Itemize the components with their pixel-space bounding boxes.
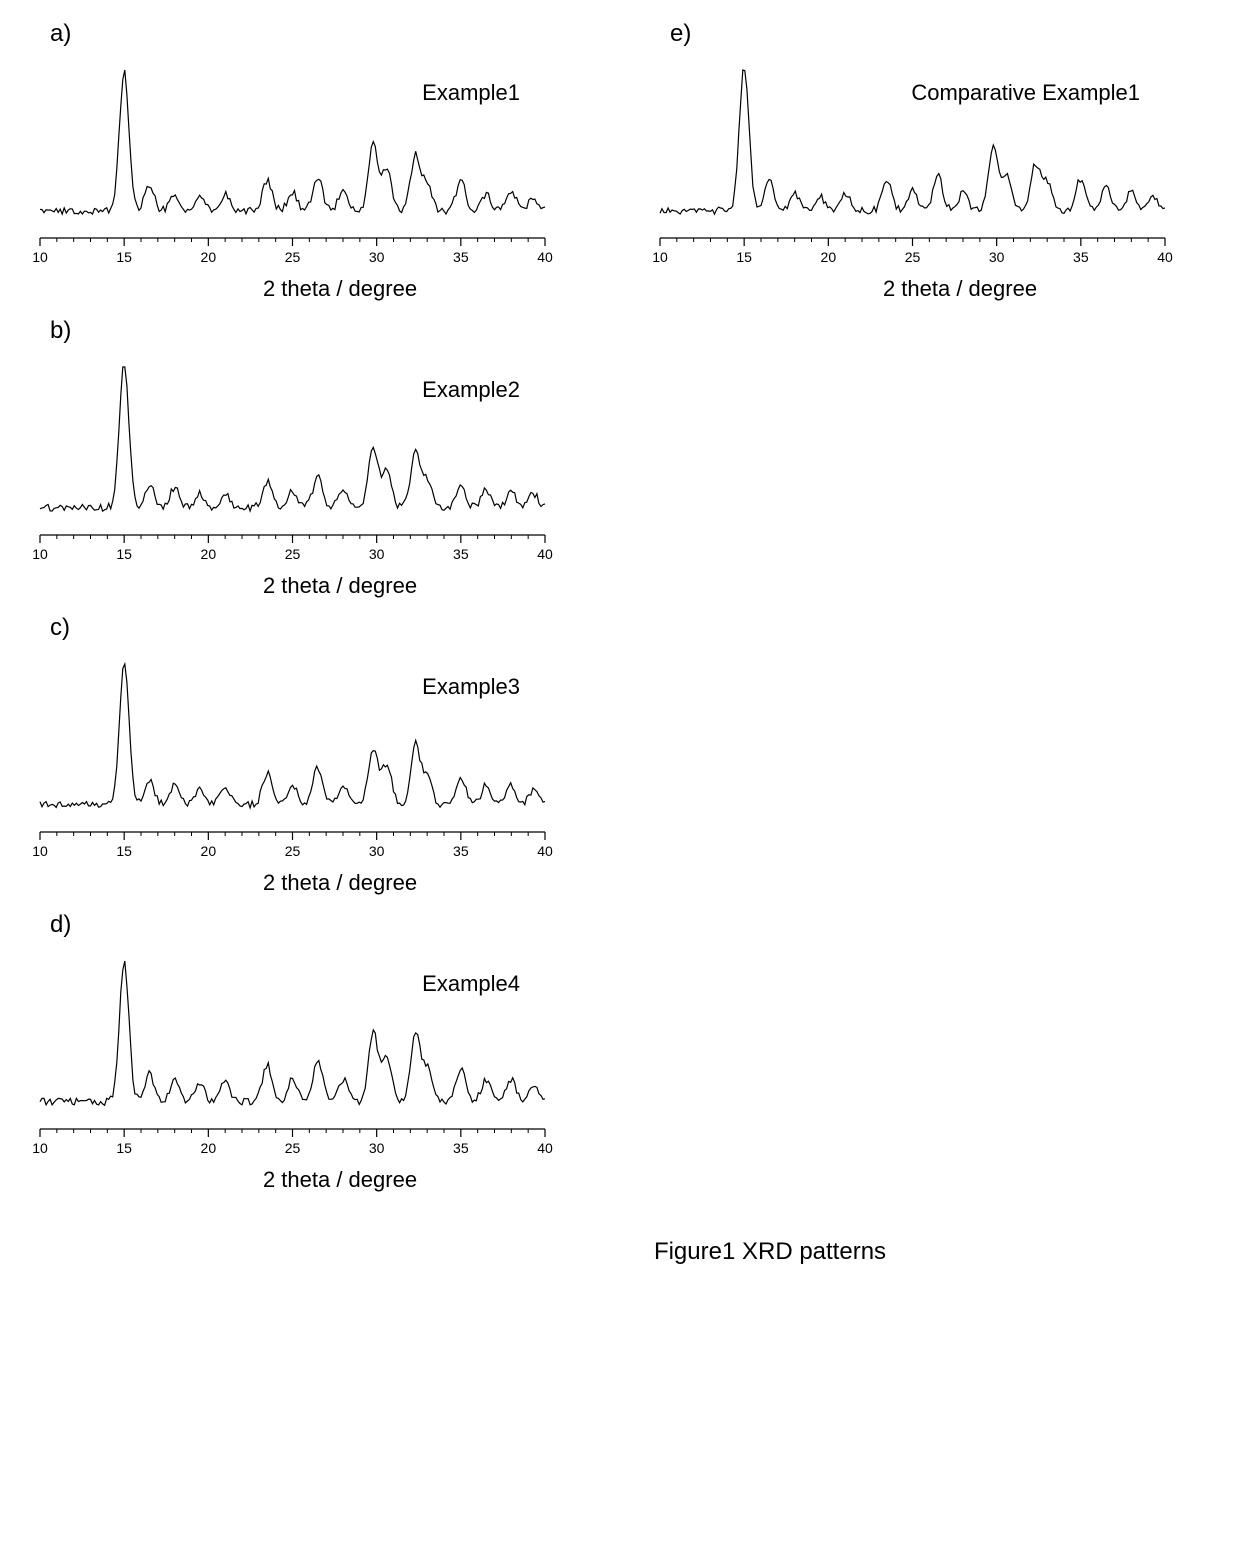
- svg-text:15: 15: [116, 843, 132, 859]
- svg-text:35: 35: [453, 249, 469, 265]
- svg-text:20: 20: [201, 546, 217, 562]
- svg-text:25: 25: [285, 843, 301, 859]
- svg-text:35: 35: [453, 1140, 469, 1156]
- left-column: a) 10 15 20 25 30 35 40 Example1 2 theta / deg…: [20, 20, 600, 1208]
- series-label: Example2: [422, 377, 520, 403]
- svg-text:30: 30: [369, 546, 385, 562]
- svg-text:30: 30: [989, 249, 1005, 265]
- series-label: Example3: [422, 674, 520, 700]
- series-label: Comparative Example1: [911, 80, 1140, 106]
- svg-text:25: 25: [285, 546, 301, 562]
- svg-text:35: 35: [453, 546, 469, 562]
- svg-text:10: 10: [32, 546, 48, 562]
- svg-text:10: 10: [32, 249, 48, 265]
- svg-text:30: 30: [369, 843, 385, 859]
- svg-text:25: 25: [285, 1140, 301, 1156]
- xrd-plot-c: 10 15 20 25 30 35 40 Example3: [20, 644, 560, 864]
- svg-text:10: 10: [32, 1140, 48, 1156]
- svg-text:30: 30: [369, 1140, 385, 1156]
- svg-text:15: 15: [116, 249, 132, 265]
- x-axis-label: 2 theta / degree: [80, 573, 600, 599]
- svg-text:20: 20: [201, 843, 217, 859]
- x-axis-label: 2 theta / degree: [80, 870, 600, 896]
- svg-text:35: 35: [1073, 249, 1089, 265]
- svg-text:35: 35: [453, 843, 469, 859]
- panel-b: b) 10 15 20 25 30 35 40 Example2 2 theta / deg…: [20, 317, 600, 599]
- xrd-plot-d: 10 15 20 25 30 35 40 Example4: [20, 941, 560, 1161]
- series-label: Example1: [422, 80, 520, 106]
- panel-letter: e): [640, 20, 1220, 48]
- svg-text:30: 30: [369, 249, 385, 265]
- svg-text:10: 10: [652, 249, 668, 265]
- panel-d: d) 10 15 20 25 30 35 40 Example4 2 theta / deg…: [20, 911, 600, 1193]
- panel-letter: c): [20, 614, 600, 642]
- xrd-plot-a: 10 15 20 25 30 35 40 Example1: [20, 50, 560, 270]
- svg-text:40: 40: [537, 843, 553, 859]
- svg-text:15: 15: [736, 249, 752, 265]
- svg-text:40: 40: [537, 546, 553, 562]
- svg-text:10: 10: [32, 843, 48, 859]
- xrd-plot-e: 10 15 20 25 30 35 40 Comparative Example1: [640, 50, 1180, 270]
- panel-letter: b): [20, 317, 600, 345]
- svg-text:20: 20: [201, 1140, 217, 1156]
- svg-text:15: 15: [116, 1140, 132, 1156]
- panel-e: e) 10 15 20 25 30 35 40 Comparative Example1 2…: [640, 20, 1220, 302]
- x-axis-label: 2 theta / degree: [700, 276, 1220, 302]
- svg-text:40: 40: [1157, 249, 1173, 265]
- panel-a: a) 10 15 20 25 30 35 40 Example1 2 theta / deg…: [20, 20, 600, 302]
- xrd-figure-grid: a) 10 15 20 25 30 35 40 Example1 2 theta / deg…: [20, 20, 1220, 1266]
- svg-text:20: 20: [821, 249, 837, 265]
- svg-text:40: 40: [537, 249, 553, 265]
- x-axis-label: 2 theta / degree: [80, 276, 600, 302]
- svg-text:20: 20: [201, 249, 217, 265]
- panel-letter: d): [20, 911, 600, 939]
- right-column: e) 10 15 20 25 30 35 40 Comparative Example1 2…: [640, 20, 1220, 1208]
- x-axis-label: 2 theta / degree: [80, 1167, 600, 1193]
- svg-text:25: 25: [905, 249, 921, 265]
- xrd-plot-b: 10 15 20 25 30 35 40 Example2: [20, 347, 560, 567]
- series-label: Example4: [422, 971, 520, 997]
- svg-text:40: 40: [537, 1140, 553, 1156]
- svg-text:15: 15: [116, 546, 132, 562]
- panel-letter: a): [20, 20, 600, 48]
- svg-text:25: 25: [285, 249, 301, 265]
- panel-c: c) 10 15 20 25 30 35 40 Example3 2 theta / deg…: [20, 614, 600, 896]
- figure-caption: Figure1 XRD patterns: [20, 1238, 1220, 1266]
